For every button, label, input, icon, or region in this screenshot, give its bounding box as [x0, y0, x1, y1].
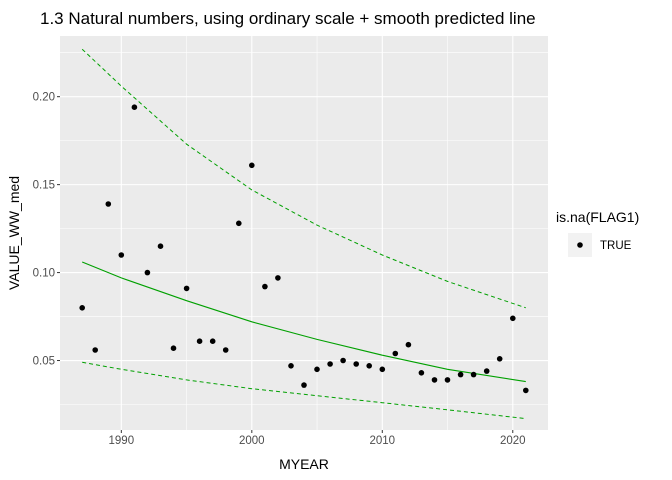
- data-point: [196, 338, 203, 345]
- data-point: [483, 368, 490, 374]
- data-point: [523, 387, 529, 394]
- plot-panel: [60, 36, 548, 430]
- y-tick-label: 0.20: [33, 92, 55, 104]
- data-point: [209, 338, 216, 345]
- x-tick-label: 1990: [109, 435, 135, 447]
- data-point: [457, 371, 464, 378]
- legend-point-icon: [577, 242, 583, 248]
- data-point: [92, 347, 98, 353]
- grid-lines: [60, 36, 548, 430]
- axis-ticks: 1990 2000 2010 2020 0.05 0.10 0.15 0.20: [33, 92, 526, 447]
- fit-line-layer: [81, 261, 526, 383]
- smooth-fit-line: [81, 261, 526, 383]
- y-axis-title: VALUE_WW_med: [6, 176, 22, 290]
- data-point: [418, 370, 425, 376]
- data-point: [183, 285, 190, 292]
- data-point: [470, 371, 477, 378]
- y-tick-label: 0.05: [33, 356, 55, 368]
- data-point: [353, 361, 360, 367]
- data-point: [262, 283, 268, 290]
- chart-title: 1.3 Natural numbers, using ordinary scal…: [40, 9, 536, 28]
- data-point: [170, 345, 177, 352]
- data-point: [379, 366, 386, 373]
- data-point: [314, 366, 320, 373]
- x-tick-label: 2010: [369, 435, 395, 447]
- x-tick-label: 2000: [239, 435, 265, 447]
- data-point: [131, 104, 138, 110]
- data-point: [327, 361, 333, 367]
- data-point: [236, 220, 242, 227]
- data-point: [157, 243, 164, 249]
- data-point: [510, 315, 516, 322]
- data-point: [249, 162, 255, 169]
- data-point: [144, 269, 151, 276]
- x-tick-label: 2020: [500, 435, 526, 447]
- legend: is.na(FLAG1) TRUE: [556, 209, 639, 257]
- data-point: [431, 377, 438, 383]
- data-points: [79, 104, 529, 394]
- data-point: [79, 305, 85, 311]
- data-point: [301, 382, 307, 388]
- data-point: [288, 363, 294, 369]
- data-point: [105, 201, 112, 207]
- y-tick-label: 0.10: [33, 268, 55, 280]
- data-point: [340, 357, 346, 364]
- y-tick-label: 0.15: [33, 180, 55, 192]
- data-point: [366, 363, 373, 369]
- legend-title: is.na(FLAG1): [556, 209, 639, 225]
- prediction-band-lines: [81, 48, 526, 420]
- data-point: [275, 275, 281, 281]
- legend-label-true: TRUE: [600, 240, 632, 252]
- data-point: [222, 347, 229, 353]
- data-point: [405, 341, 412, 348]
- data-point: [118, 252, 125, 258]
- data-point: [444, 377, 451, 383]
- lower-band-line: [82, 361, 526, 420]
- data-point: [392, 350, 399, 357]
- x-axis-title: MYEAR: [279, 456, 329, 472]
- data-point: [496, 356, 503, 362]
